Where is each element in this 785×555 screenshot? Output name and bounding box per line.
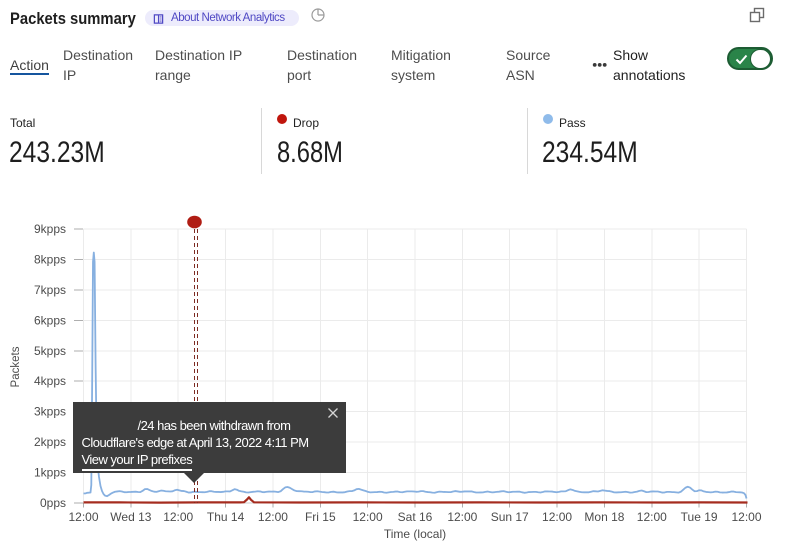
svg-text:5kpps: 5kpps [34,344,66,358]
svg-text:6kpps: 6kpps [34,313,66,327]
svg-text:4kpps: 4kpps [34,374,66,388]
svg-text:Sat 16: Sat 16 [398,510,433,524]
svg-text:0pps: 0pps [40,496,66,510]
svg-text:Mon 18: Mon 18 [584,510,624,524]
svg-text:12:00: 12:00 [68,510,98,524]
svg-text:1kpps: 1kpps [34,466,66,480]
svg-text:2kpps: 2kpps [34,435,66,449]
svg-text:7kpps: 7kpps [34,283,66,297]
svg-text:Wed 13: Wed 13 [110,510,151,524]
svg-text:Thu 14: Thu 14 [207,510,245,524]
svg-text:12:00: 12:00 [731,510,761,524]
svg-text:12:00: 12:00 [637,510,667,524]
svg-text:Sun 17: Sun 17 [491,510,529,524]
svg-text:Fri 15: Fri 15 [305,510,336,524]
svg-text:Time (local): Time (local) [384,527,446,541]
svg-text:Packets: Packets [10,346,22,387]
svg-text:12:00: 12:00 [353,510,383,524]
svg-text:3kpps: 3kpps [34,405,66,419]
svg-text:Tue 19: Tue 19 [681,510,718,524]
svg-text:12:00: 12:00 [447,510,477,524]
svg-text:12:00: 12:00 [542,510,572,524]
svg-text:9kpps: 9kpps [34,222,66,236]
svg-text:12:00: 12:00 [258,510,288,524]
svg-text:12:00: 12:00 [163,510,193,524]
svg-text:8kpps: 8kpps [34,252,66,266]
